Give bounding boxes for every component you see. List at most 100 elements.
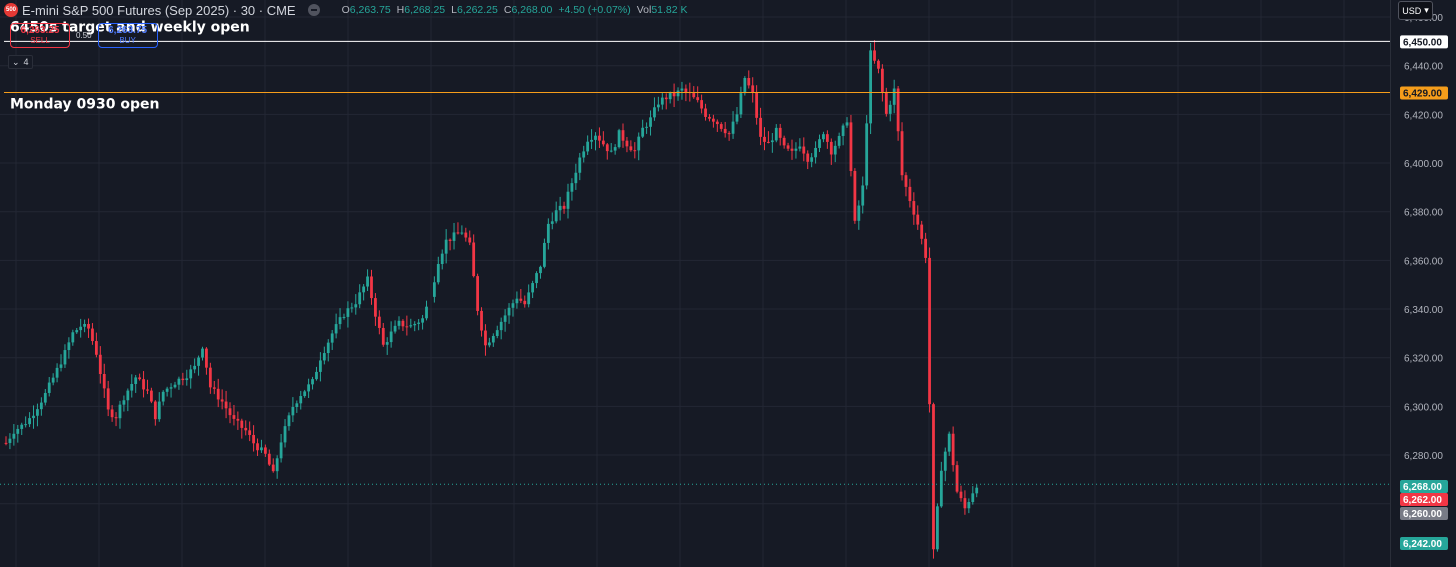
candle [220, 389, 224, 410]
market-status-icon[interactable] [307, 4, 320, 16]
candle-body [696, 97, 700, 101]
candle [664, 93, 668, 110]
candle-body [660, 97, 664, 105]
candle [146, 379, 149, 395]
candle-body [865, 123, 869, 186]
candle [212, 381, 216, 395]
close-label: C [503, 4, 512, 16]
candle [786, 142, 790, 152]
candle-body [656, 104, 660, 108]
candle-body [146, 389, 149, 391]
candle [47, 377, 51, 397]
candle [511, 299, 515, 317]
candle [236, 411, 240, 430]
candle [480, 307, 483, 337]
buy-button[interactable]: 6,263.75 BUY [97, 23, 158, 48]
candle [936, 503, 939, 552]
candle [920, 220, 924, 245]
candle [763, 127, 766, 151]
currency-select[interactable]: USD ▾ [1398, 1, 1433, 20]
candle [633, 142, 637, 159]
candle [350, 302, 354, 313]
candle [173, 381, 177, 389]
candle-body [939, 470, 943, 507]
candle [252, 425, 255, 452]
symbol-title[interactable]: E-mini S&P 500 Futures (Sep 2025) · 30 ·… [22, 2, 296, 18]
candle-body [381, 327, 385, 345]
candle [896, 85, 900, 141]
candle-body [507, 307, 511, 316]
candle [487, 337, 491, 348]
candle-body [252, 434, 255, 444]
candle-body [499, 321, 503, 331]
candle-body [220, 399, 224, 402]
candle [499, 317, 503, 340]
candle [928, 247, 931, 413]
candle [491, 333, 495, 347]
candle-body [963, 498, 967, 509]
candle [464, 227, 468, 242]
candle [389, 321, 393, 348]
candle [71, 329, 75, 346]
candle-body [951, 433, 955, 466]
candle-body [205, 348, 208, 368]
candle-body [625, 140, 629, 147]
price-axis[interactable]: 6,460.006,440.006,420.006,400.006,380.00… [1390, 0, 1456, 567]
candle-body [649, 117, 652, 127]
candle-body [715, 121, 719, 125]
candle-body [279, 442, 283, 459]
price-badge [1400, 493, 1448, 506]
candle-body [503, 315, 507, 322]
candle-body [818, 139, 821, 148]
candle [134, 374, 138, 393]
candle [346, 301, 350, 328]
sell-button[interactable]: 6,263.25 SELL [10, 23, 70, 48]
buy-label: BUY [119, 35, 136, 45]
candle-body [43, 392, 47, 403]
candle-body [853, 170, 857, 221]
candle-body [138, 377, 142, 380]
candle [747, 70, 751, 89]
candle [947, 431, 951, 456]
candle [287, 412, 291, 431]
candle-body [562, 205, 566, 209]
volume-label: Vol [636, 4, 652, 16]
candle [904, 172, 908, 197]
candle [83, 319, 86, 333]
candle-body [291, 406, 295, 416]
candle [814, 141, 817, 164]
candle [751, 77, 755, 103]
candle [770, 133, 774, 153]
candle-body [307, 384, 311, 392]
candle [366, 269, 369, 291]
candle-body [719, 124, 723, 129]
candle-body [212, 387, 216, 389]
candle [719, 122, 723, 132]
candle [735, 106, 739, 125]
candle-body [106, 388, 110, 410]
candle [260, 439, 263, 453]
candle-body [869, 50, 872, 124]
candle [873, 40, 876, 64]
candle [448, 238, 452, 251]
candle [370, 269, 373, 305]
candle [837, 132, 841, 149]
indicators-toggle[interactable]: ⌄ 4 [8, 55, 33, 69]
candle [157, 392, 161, 422]
candle-body [822, 134, 825, 140]
candle-body [114, 417, 118, 419]
candle [110, 405, 114, 422]
volume-value: 51.82 K [651, 4, 688, 16]
candle [55, 363, 59, 383]
candle [153, 400, 157, 426]
candle [460, 225, 464, 235]
level-badge [1400, 86, 1448, 100]
symbol-logo-icon[interactable]: 500 [4, 3, 18, 17]
candle-body [12, 433, 16, 439]
candle-body [185, 378, 189, 381]
candle-body [134, 377, 138, 384]
candle [888, 100, 892, 122]
candle-body [554, 210, 558, 222]
y-tick-label: 6,300.00 [1404, 402, 1443, 413]
